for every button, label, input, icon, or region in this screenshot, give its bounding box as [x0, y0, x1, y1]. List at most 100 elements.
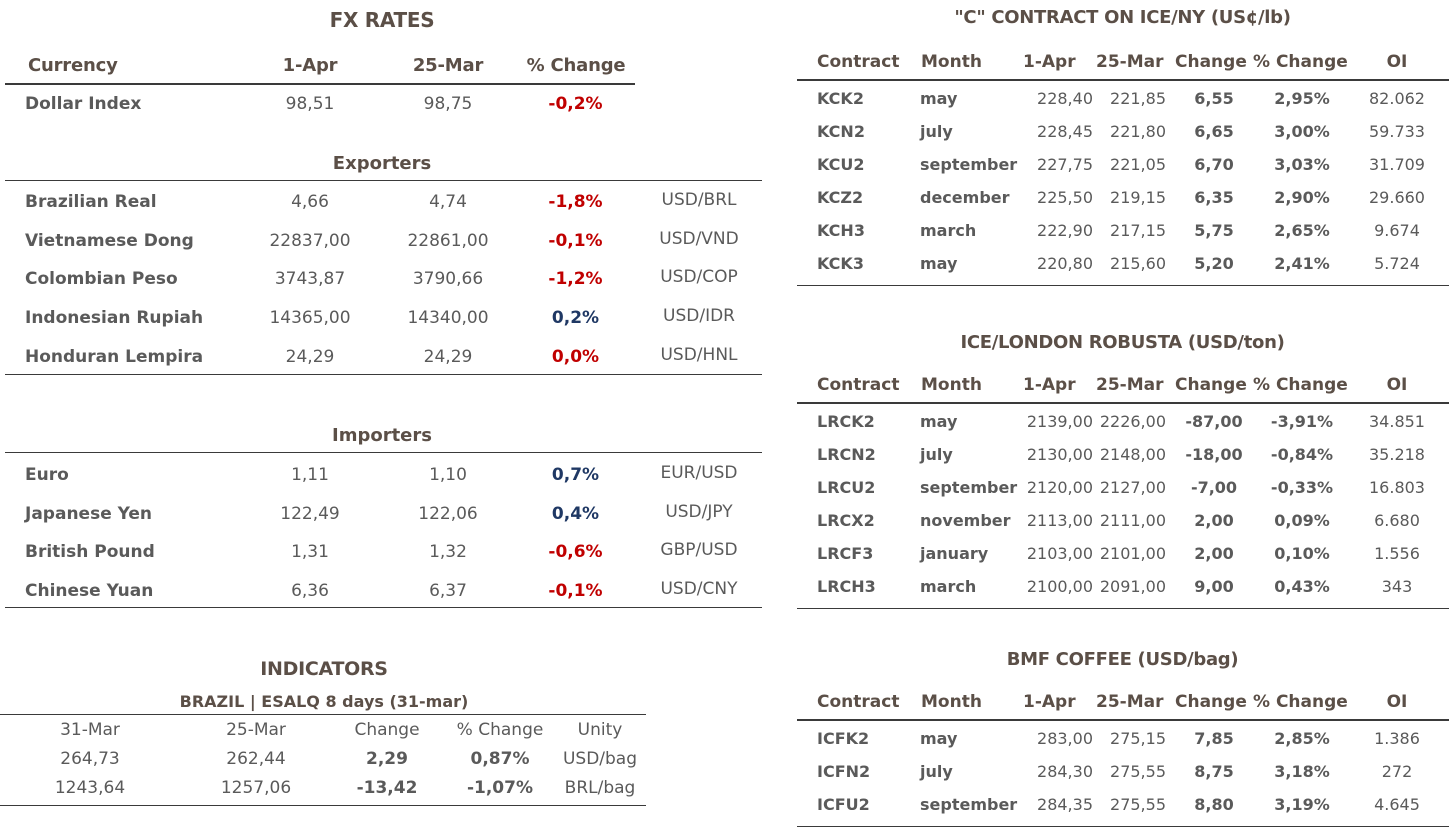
rate-25mar: 24,29 — [423, 346, 473, 367]
header-contract: Contract — [817, 375, 900, 395]
pct-change: -0,2% — [548, 94, 603, 114]
table-bottom-rule — [797, 608, 1449, 609]
contract-code: LRCU2 — [817, 478, 876, 497]
header-change: Change — [1175, 692, 1247, 712]
price-change: 2,00 — [1194, 544, 1234, 563]
header-change: Change — [1175, 52, 1247, 72]
fx-header-pct-change: % Change — [526, 55, 626, 76]
contract-code: LRCN2 — [817, 445, 876, 464]
contract-row: KCU2 september 227,75 221,05 6,70 3,03% 31.709 — [797, 149, 1449, 182]
contract-month: november — [920, 511, 1011, 530]
table-header-row: Contract Month 1-Apr 25-Mar Change % Change OI — [797, 52, 1449, 80]
fx-row: Euro 1,11 1,10 0,7% EUR/USD — [0, 457, 780, 495]
price-25mar: 2226,00 — [1099, 412, 1166, 431]
header-1-apr: 1-Apr — [1023, 375, 1076, 395]
price-25mar: 221,05 — [1110, 155, 1166, 174]
pct-change: -1,8% — [548, 192, 603, 212]
header-change: Change — [1175, 375, 1247, 395]
price-1apr: 2100,00 — [1026, 577, 1093, 596]
currency-pair: USD/IDR — [663, 306, 735, 327]
contract-code: LRCX2 — [817, 511, 875, 530]
header-rule — [797, 719, 1449, 721]
price-pct-change: -0,84% — [1270, 445, 1334, 464]
contract-code: LRCH3 — [817, 577, 876, 596]
open-interest: 35.218 — [1369, 445, 1425, 464]
price-pct-change: -0,33% — [1270, 478, 1334, 497]
rate-25mar: 4,74 — [429, 192, 467, 212]
contract-code: KCZ2 — [817, 188, 864, 207]
rate-25mar: 1,10 — [429, 465, 467, 485]
price-1apr: 2139,00 — [1026, 412, 1093, 431]
ind-pct-change: -1,07% — [466, 778, 534, 798]
header-25-mar: 25-Mar — [1096, 692, 1164, 712]
open-interest: 9.674 — [1374, 221, 1420, 240]
importers-bottom-rule — [5, 607, 762, 608]
price-25mar: 275,15 — [1110, 729, 1166, 748]
price-change: -18,00 — [1185, 445, 1243, 464]
open-interest: 4.645 — [1374, 795, 1420, 814]
price-25mar: 219,15 — [1110, 188, 1166, 207]
price-1apr: 220,80 — [1037, 254, 1093, 273]
currency-pair: USD/JPY — [665, 501, 733, 522]
price-pct-change: 2,41% — [1274, 254, 1330, 273]
contract-row: LRCX2 november 2113,00 2111,00 2,00 0,09% 6.68… — [797, 505, 1449, 538]
open-interest: 31.709 — [1369, 155, 1425, 174]
table-header-row: Contract Month 1-Apr 25-Mar Change % Change OI — [797, 692, 1449, 720]
price-change: 2,00 — [1194, 511, 1234, 530]
price-1apr: 228,40 — [1037, 89, 1093, 108]
contract-row: KCZ2 december 225,50 219,15 6,35 2,90% 29.660 — [797, 182, 1449, 215]
price-change: 5,20 — [1194, 254, 1234, 273]
price-25mar: 2148,00 — [1099, 445, 1166, 464]
fx-row: Chinese Yuan 6,36 6,37 -0,1% USD/CNY — [0, 573, 780, 611]
contract-code: ICFN2 — [817, 762, 871, 781]
importers-title: Importers — [332, 425, 432, 446]
header-25-mar: 25-Mar — [1096, 52, 1164, 72]
ind-header-31mar: 31-Mar — [60, 720, 120, 740]
header--change: % Change — [1253, 692, 1348, 712]
header-contract: Contract — [817, 52, 900, 72]
price-change: 7,85 — [1194, 729, 1234, 748]
contract-month: march — [920, 221, 977, 240]
contract-month: january — [920, 544, 989, 563]
header-rule — [797, 402, 1449, 404]
header-25-mar: 25-Mar — [1096, 375, 1164, 395]
currency-name: Vietnamese Dong — [25, 230, 194, 251]
currency-pair: USD/HNL — [660, 344, 738, 365]
price-pct-change: 2,90% — [1274, 188, 1330, 207]
fx-row: Vietnamese Dong 22837,00 22861,00 -0,1% USD/… — [0, 223, 780, 261]
contract-row: LRCK2 may 2139,00 2226,00 -87,00 -3,91% 34.851 — [797, 406, 1449, 439]
price-1apr: 2113,00 — [1026, 511, 1093, 530]
contract-row: KCK2 may 228,40 221,85 6,55 2,95% 82.062 — [797, 83, 1449, 116]
contract-month: july — [920, 122, 953, 141]
contract-row: KCN2 july 228,45 221,80 6,65 3,00% 59.733 — [797, 116, 1449, 149]
ice-london-title: ICE/LONDON ROBUSTA (USD/ton) — [960, 332, 1285, 353]
ind-change: -13,42 — [356, 778, 418, 798]
price-25mar: 221,80 — [1110, 122, 1166, 141]
rate-25mar: 1,32 — [429, 542, 467, 563]
ind-unity: USD/bag — [562, 749, 638, 769]
contract-month: july — [920, 445, 953, 464]
indicators-bottom-rule — [0, 805, 646, 806]
price-pct-change: 3,03% — [1274, 155, 1330, 174]
rate-1apr: 24,29 — [285, 346, 335, 367]
pct-change: 0,7% — [551, 465, 600, 485]
pct-change: -0,1% — [548, 230, 603, 251]
price-change: 6,55 — [1194, 89, 1234, 108]
open-interest: 29.660 — [1369, 188, 1425, 207]
rate-1apr: 14365,00 — [269, 308, 351, 329]
header-month: Month — [921, 52, 982, 72]
rate-1apr: 4,66 — [291, 192, 329, 212]
ind-unity: BRL/bag — [564, 778, 636, 798]
price-1apr: 284,35 — [1037, 795, 1093, 814]
rate-1apr: 122,49 — [280, 503, 340, 524]
indicators-title: INDICATORS — [260, 658, 388, 680]
price-1apr: 227,75 — [1037, 155, 1093, 174]
price-25mar: 275,55 — [1110, 795, 1166, 814]
price-pct-change: 3,19% — [1274, 795, 1330, 814]
rate-1apr: 1,31 — [291, 542, 329, 563]
fx-header-rule — [5, 83, 635, 85]
pct-change: -1,2% — [548, 269, 603, 290]
contract-month: may — [920, 412, 958, 431]
price-change: 8,80 — [1194, 795, 1234, 814]
pct-change: -0,1% — [548, 581, 603, 602]
